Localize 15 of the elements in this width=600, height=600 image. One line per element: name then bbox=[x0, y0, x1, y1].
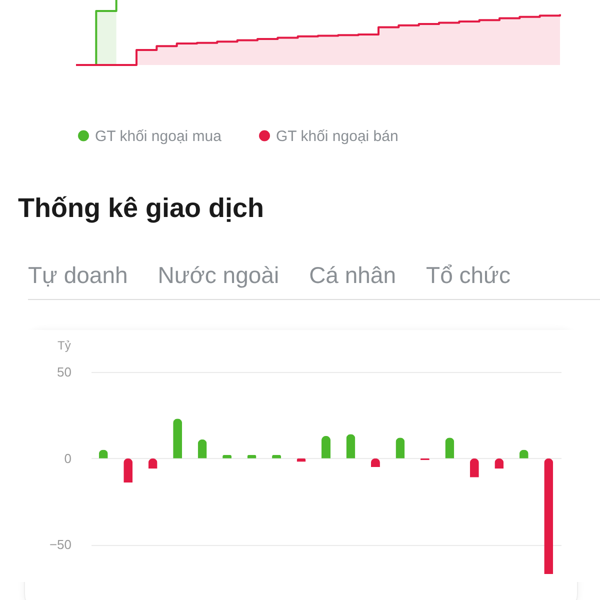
legend-label: GT khối ngoại bán bbox=[276, 128, 398, 145]
bar bbox=[124, 458, 133, 482]
bar bbox=[544, 458, 554, 574]
y-axis-title: Tỷ bbox=[58, 338, 71, 352]
y-tick-label: 0 bbox=[64, 450, 72, 466]
bar bbox=[322, 436, 330, 458]
y-tick-label: 50 bbox=[57, 364, 72, 380]
text: Tổ chức bbox=[426, 262, 510, 289]
legend-label: GT khối ngoại mua bbox=[95, 128, 222, 145]
bar bbox=[173, 418, 182, 458]
text: Nước ngoài bbox=[158, 262, 280, 289]
text: Cá nhân bbox=[309, 262, 396, 289]
text: Tự doanh bbox=[28, 262, 128, 289]
chart-title: Thống kê giao dịch bbox=[18, 193, 264, 224]
y-tick-label: −50 bbox=[49, 537, 72, 552]
